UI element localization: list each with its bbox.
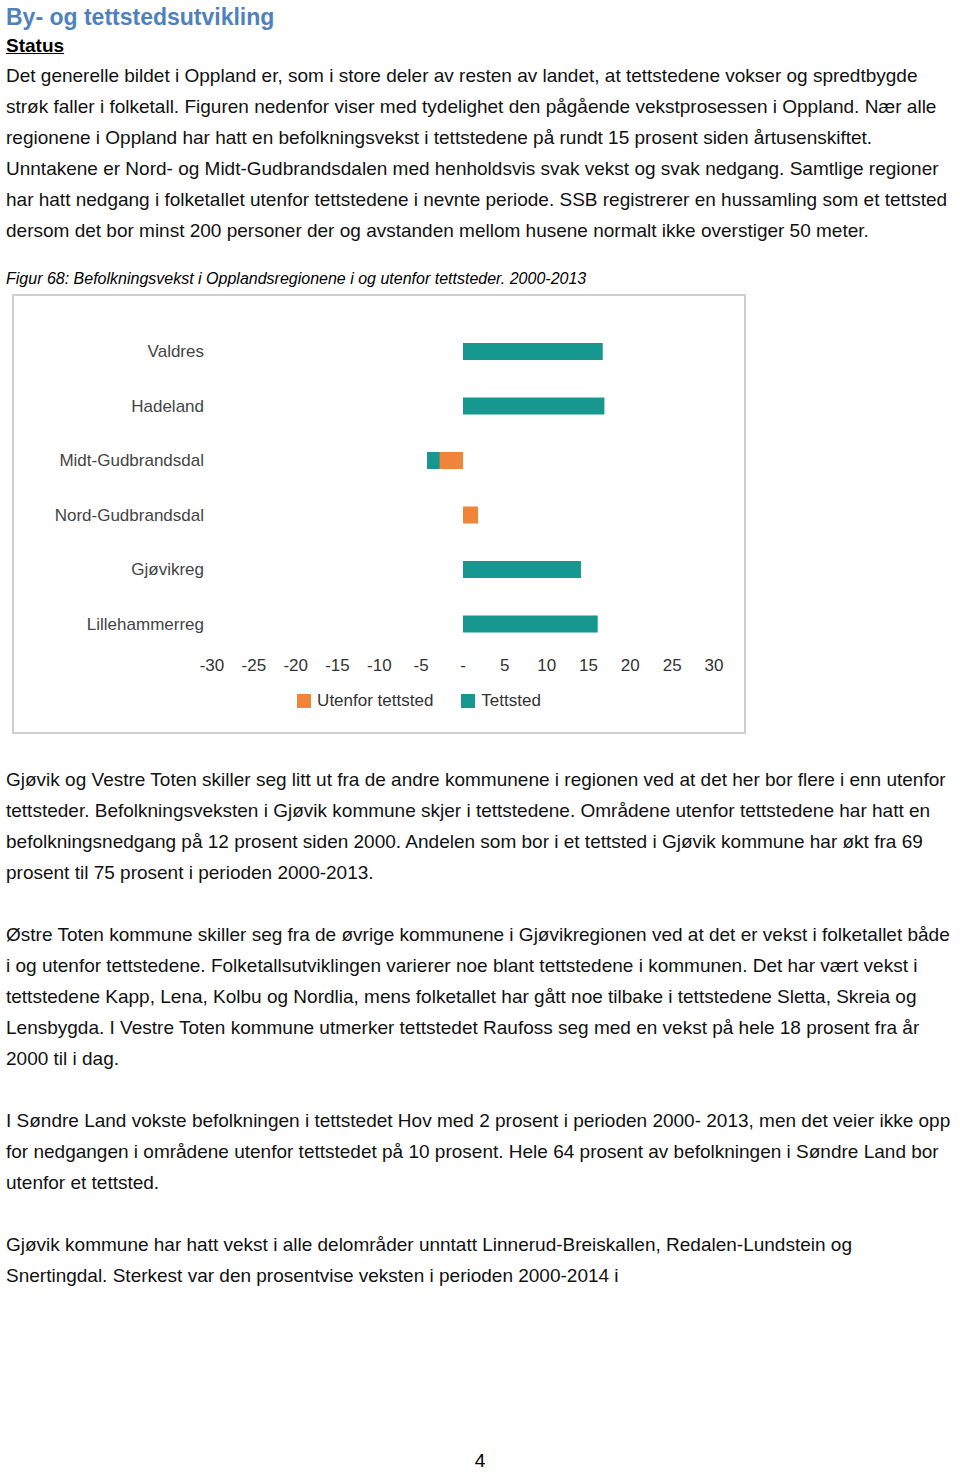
html-text:By- og tettstedsutvikling: By- og tettstedsutvikling	[6, 4, 275, 30]
svg-text:20: 20	[621, 656, 640, 675]
html-text:4: 4	[474, 1450, 486, 1471]
svg-text:-15: -15	[325, 656, 350, 675]
svg-text:15: 15	[579, 656, 598, 675]
html-text:Gjøvik og Vestre Toten skiller: Gjøvik og Vestre Toten skiller seg litt …	[6, 769, 946, 883]
svg-text:30: 30	[705, 656, 724, 675]
svg-text:Midt-Gudbrandsdal: Midt-Gudbrandsdal	[59, 451, 204, 470]
html-text:Østre Toten kommune skiller se: Østre Toten kommune skiller seg fra de ø…	[6, 924, 950, 1069]
svg-text:10: 10	[537, 656, 556, 675]
svg-text:-20: -20	[283, 656, 308, 675]
html-text:Gjøvik kommune har hatt vekst: Gjøvik kommune har hatt vekst i alle del…	[6, 1234, 852, 1286]
html-text:I Søndre Land vokste befolknin: I Søndre Land vokste befolkningen i tett…	[6, 1110, 951, 1193]
html-text:Tettsted: Tettsted	[481, 691, 541, 710]
html-text:Det generelle bildet i Oppland: Det generelle bildet i Oppland er, som i…	[6, 65, 948, 241]
html-text:Status: Status	[6, 35, 65, 56]
svg-text:Valdres: Valdres	[148, 342, 204, 361]
svg-text:-10: -10	[367, 656, 392, 675]
svg-text:-: -	[460, 656, 466, 675]
svg-text:-5: -5	[414, 656, 429, 675]
svg-text:Gjøvikreg: Gjøvikreg	[131, 560, 204, 579]
html-text:Figur 68: Befolkningsvekst i O: Figur 68: Befolkningsvekst i Opplandsreg…	[6, 270, 587, 287]
svg-text:25: 25	[663, 656, 682, 675]
svg-text:Nord-Gudbrandsdal: Nord-Gudbrandsdal	[55, 506, 204, 525]
svg-text:5: 5	[500, 656, 509, 675]
svg-text:-30: -30	[200, 656, 225, 675]
svg-text:-25: -25	[242, 656, 267, 675]
svg-text:Lillehammerreg: Lillehammerreg	[87, 615, 204, 634]
html-text:Utenfor tettsted: Utenfor tettsted	[317, 691, 434, 710]
svg-text:Hadeland: Hadeland	[131, 397, 204, 416]
